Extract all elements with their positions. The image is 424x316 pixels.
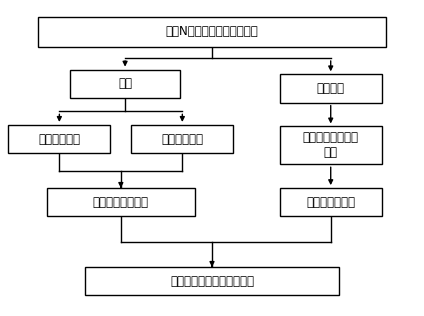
Text: 地层具体参数特征: 地层具体参数特征 — [93, 196, 149, 209]
Text: 建立地层剖面缝洞发育模型: 建立地层剖面缝洞发育模型 — [170, 275, 254, 288]
Text: 常规测井: 常规测井 — [317, 82, 345, 95]
Text: 取心: 取心 — [118, 77, 132, 90]
Bar — [280, 188, 382, 216]
Bar — [85, 267, 339, 295]
Bar — [131, 125, 233, 153]
Bar — [8, 125, 110, 153]
Bar — [70, 70, 180, 98]
Bar — [38, 17, 386, 47]
Bar — [47, 188, 195, 216]
Bar — [280, 74, 382, 103]
Text: 识别缝洞性地层: 识别缝洞性地层 — [306, 196, 355, 209]
Text: 电镜扫描观察: 电镜扫描观察 — [38, 132, 81, 146]
Text: 微电阻率扫描成像
测井: 微电阻率扫描成像 测井 — [303, 131, 359, 159]
Bar — [280, 126, 382, 164]
Text: 核磁共振分析: 核磁共振分析 — [161, 132, 204, 146]
Text: 选取N口具有表征意义的深井: 选取N口具有表征意义的深井 — [166, 25, 258, 38]
